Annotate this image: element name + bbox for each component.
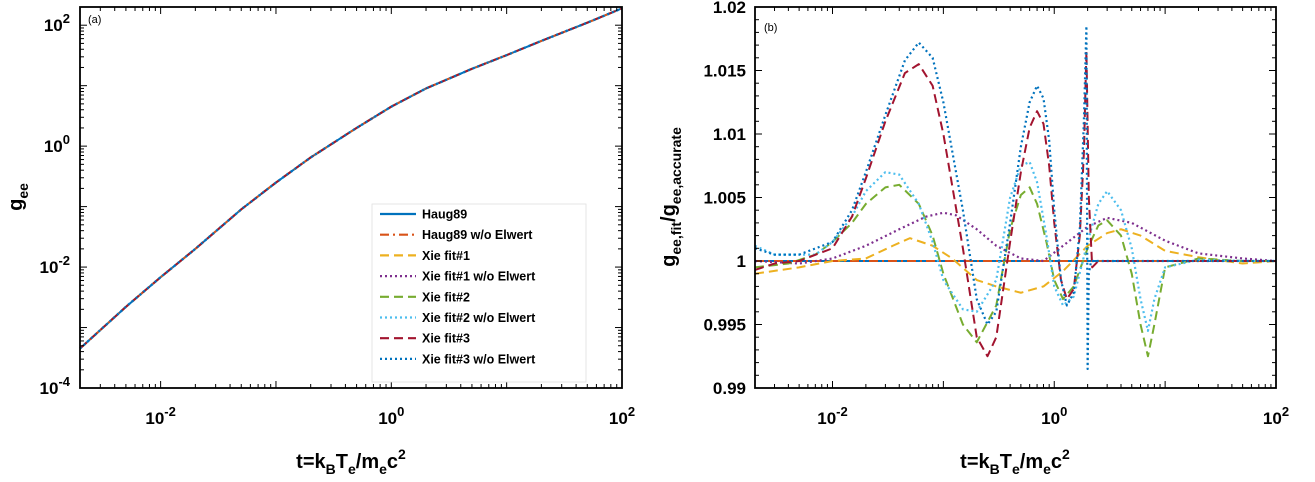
series-layer-b — [754, 24, 1277, 371]
panel-label-a: (a) — [88, 14, 101, 26]
series-b-3 — [754, 211, 1277, 265]
legend: Haug89 Haug89 w/o Elwert Xie fit#1 Xie fit#… — [371, 203, 587, 383]
x-tick-label-a: 100 — [378, 404, 404, 428]
tick-layer-b: 10-2 100 102 0.99 0.995 1 1.005 1.01 1.015 1.02 — [703, 0, 1289, 428]
series-b-4 — [754, 183, 1276, 358]
legend-entry: Xie fit#1 w/o Elwert — [422, 270, 536, 284]
legend-entry: Haug89 — [422, 208, 467, 222]
tick-layer-a: 10-2 100 102 10-4 10-2 100 102 — [40, 6, 635, 428]
legend-entry: Xie fit#3 — [422, 332, 470, 346]
x-axis-label-b: t=kBTe/mec2 — [960, 446, 1070, 477]
y-axis-label-a: gee — [5, 183, 31, 211]
series-a-7 — [79, 7, 623, 350]
chart-panel-b: 10-2 100 102 0.99 0.995 1 1.005 1.01 1.015 1.02 (… — [658, 0, 1289, 477]
x-tick-label-b: 100 — [1041, 404, 1067, 428]
x-tick-label-a: 10-2 — [145, 404, 175, 428]
y-axis-label-b: gee,fit/gee,accurate — [658, 127, 684, 267]
axes-frame-a — [79, 6, 623, 389]
y-tick-label-a: 102 — [44, 11, 70, 35]
series-layer-a — [79, 7, 623, 350]
legend-entry: Xie fit#1 — [422, 249, 470, 263]
x-tick-label-b: 102 — [1263, 404, 1289, 428]
y-tick-label-a: 10-2 — [40, 253, 70, 277]
x-axis-label-a: t=kBTe/mec2 — [296, 446, 406, 477]
legend-entry: Xie fit#2 — [422, 290, 470, 304]
series-b-6 — [754, 50, 1276, 358]
legend-entry: Xie fit#3 w/o Elwert — [422, 352, 536, 366]
y-tick-label-b: 0.99 — [713, 379, 746, 398]
y-tick-label-b: 1.005 — [703, 189, 746, 208]
y-tick-label-a: 10-4 — [40, 374, 71, 398]
y-tick-label-b: 1.02 — [713, 0, 746, 17]
legend-entry: Haug89 w/o Elwert — [422, 228, 533, 242]
panel-label-b: (b) — [764, 22, 777, 34]
y-tick-label-b: 1.015 — [703, 62, 746, 81]
plot-area-b — [755, 7, 1276, 388]
series-b-2 — [754, 228, 1277, 294]
x-tick-label-b: 10-2 — [817, 404, 847, 428]
legend-entry: Xie fit#2 w/o Elwert — [422, 311, 536, 325]
y-tick-label-a: 100 — [44, 132, 70, 156]
y-tick-label-b: 1.01 — [713, 125, 746, 144]
y-tick-label-b: 1 — [737, 252, 746, 271]
chart-panel-a: 10-2 100 102 10-4 10-2 100 102 (a) t=kBTe/mec2… — [5, 6, 635, 477]
y-tick-label-b: 0.995 — [703, 316, 746, 335]
x-tick-label-a: 102 — [609, 404, 635, 428]
